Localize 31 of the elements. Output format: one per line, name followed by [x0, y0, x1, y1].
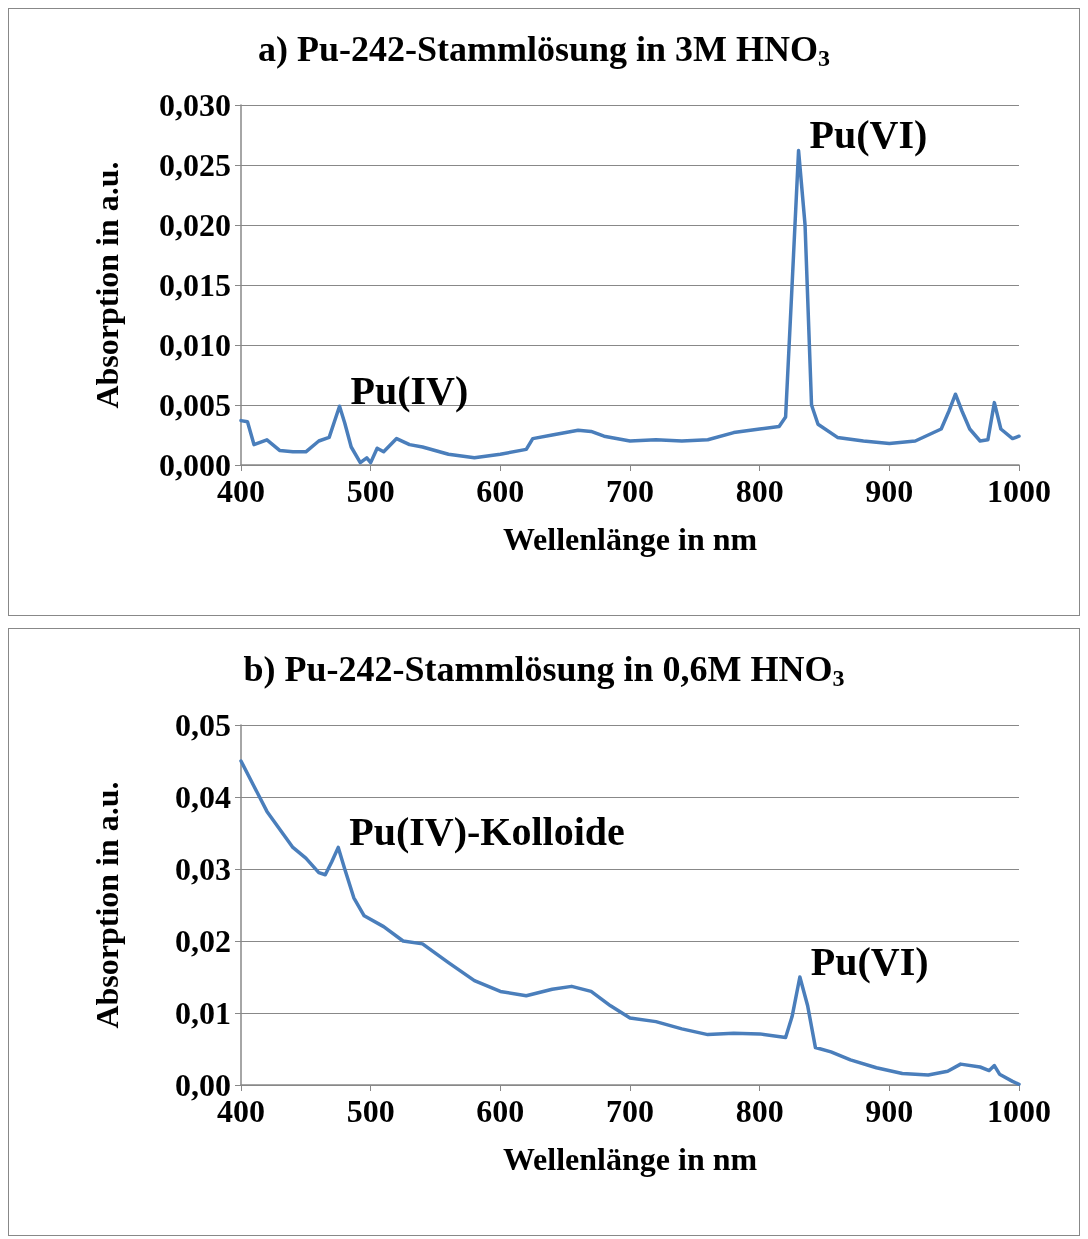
y-tick-label: 0,04 — [175, 779, 231, 815]
y-tick-label: 0,01 — [175, 995, 231, 1031]
y-tick-label: 0,05 — [175, 707, 231, 743]
y-tick-label: 0,025 — [159, 147, 231, 183]
annotation: Pu(VI) — [810, 938, 929, 984]
x-tick-label: 900 — [865, 473, 914, 509]
annotation: Pu(VI) — [809, 112, 928, 158]
y-axis-title: Absorption in a.u. — [89, 161, 125, 409]
y-tick-label: 0,015 — [159, 267, 231, 303]
annotation: Pu(IV)-Kolloide — [349, 808, 625, 854]
x-tick-label: 800 — [735, 1093, 784, 1129]
x-tick-label: 600 — [476, 1093, 525, 1129]
y-tick-label: 0,020 — [159, 207, 231, 243]
x-tick-label: 1000 — [987, 473, 1051, 509]
annotation: Pu(IV) — [350, 367, 469, 413]
x-tick-label: 600 — [476, 473, 525, 509]
x-tick-label: 500 — [346, 473, 395, 509]
x-tick-label: 700 — [606, 1093, 654, 1129]
y-axis-title: Absorption in a.u. — [89, 781, 125, 1029]
x-axis-title: Wellenlänge in nm — [502, 1141, 758, 1177]
y-tick-label: 0,010 — [159, 327, 231, 363]
y-tick-label: 0,005 — [159, 387, 231, 423]
x-tick-label: 500 — [346, 1093, 395, 1129]
y-tick-label: 0,03 — [175, 851, 231, 887]
y-tick-label: 0,030 — [159, 87, 231, 123]
x-tick-label: 1000 — [987, 1093, 1051, 1129]
x-tick-label: 900 — [865, 1093, 914, 1129]
y-tick-label: 0,02 — [175, 923, 231, 959]
x-tick-label: 800 — [735, 473, 784, 509]
x-axis-title: Wellenlänge in nm — [502, 521, 758, 557]
x-tick-label: 700 — [606, 473, 654, 509]
